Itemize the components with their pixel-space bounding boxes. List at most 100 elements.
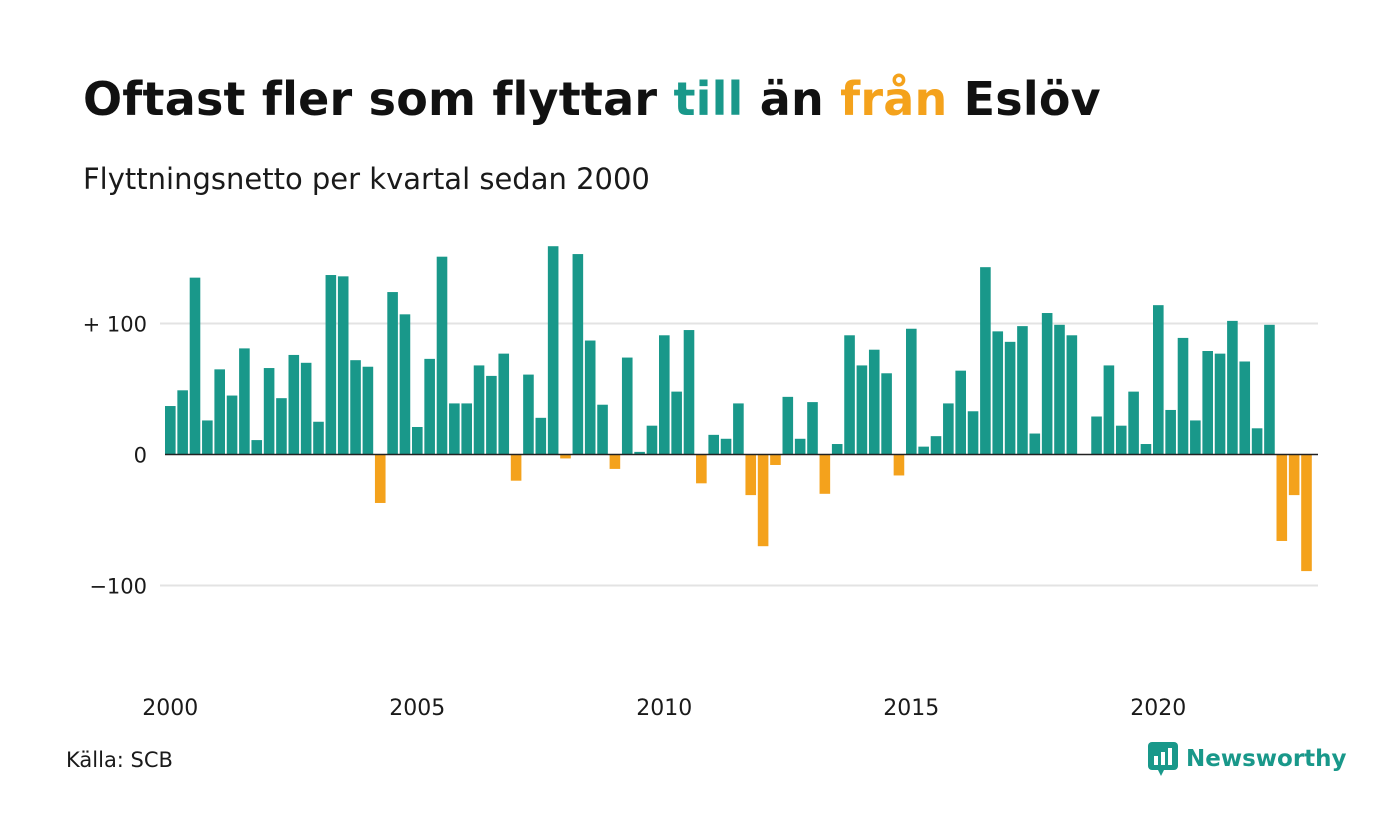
bar [424, 358, 435, 455]
bar [1029, 433, 1041, 455]
bar [1227, 320, 1238, 455]
bar [1128, 391, 1139, 455]
title-part-5: Eslöv [947, 72, 1101, 126]
bar [770, 454, 781, 465]
bar [621, 357, 633, 455]
bar [819, 454, 831, 494]
bar [980, 267, 991, 455]
bar [436, 256, 448, 455]
bar [498, 353, 510, 455]
newsworthy-logo-icon [1148, 742, 1178, 776]
x-tick-label: 2015 [883, 696, 939, 721]
y-tick-label: + 100 [83, 313, 147, 337]
bar [1115, 425, 1127, 455]
bar [646, 425, 658, 455]
bar [757, 454, 769, 547]
chart-subtitle: Flyttningsnetto per kvartal sedan 2000 [83, 162, 650, 196]
bar [930, 436, 942, 455]
bar [547, 246, 559, 455]
bar [350, 360, 361, 455]
bar [708, 434, 719, 455]
bar [1004, 341, 1016, 455]
bar [251, 440, 263, 455]
bar [362, 366, 374, 455]
bar [659, 335, 670, 455]
bar [165, 406, 176, 455]
bar [634, 451, 645, 455]
source-note: Källa: SCB [66, 748, 173, 772]
title-highlight-till: till [673, 72, 744, 126]
bar [1264, 324, 1275, 455]
bar [696, 454, 707, 484]
bar [1202, 351, 1213, 455]
bar [745, 454, 757, 496]
bar [189, 277, 201, 455]
bar [584, 340, 596, 455]
chart-title: Oftast fler som flyttar till än från Esl… [83, 72, 1101, 126]
bar [535, 417, 547, 455]
bar [597, 404, 608, 455]
bar [510, 454, 522, 481]
bar [671, 391, 682, 455]
bar [1276, 454, 1288, 541]
bar [263, 368, 275, 455]
bar [856, 365, 868, 455]
bar [967, 411, 979, 455]
bar [1091, 416, 1102, 455]
bar [337, 276, 349, 455]
bar [733, 403, 744, 455]
x-tick-label: 2000 [142, 696, 198, 721]
bar [300, 362, 312, 455]
bar [1066, 335, 1078, 455]
bar-chart: + 100 0 −100 2000 2005 2010 2015 2020 [83, 246, 1318, 721]
bar [399, 314, 411, 455]
brand-logo[interactable]: Newsworthy [1148, 742, 1347, 776]
bar [486, 375, 497, 455]
bar [177, 390, 188, 455]
bar [807, 402, 818, 455]
bar [449, 403, 460, 455]
bar [831, 444, 843, 455]
y-axis: + 100 0 −100 [83, 313, 147, 599]
bar [1239, 361, 1251, 455]
x-axis: 2000 2005 2010 2015 2020 [142, 696, 1186, 721]
bar [1177, 337, 1189, 455]
bar [943, 403, 954, 455]
x-tick-label: 2020 [1130, 696, 1186, 721]
x-tick-label: 2005 [389, 696, 445, 721]
bar [313, 421, 324, 455]
bar [992, 331, 1004, 455]
bar [720, 438, 732, 455]
bar [906, 328, 917, 455]
x-tick-label: 2010 [636, 696, 692, 721]
bar [288, 354, 300, 455]
bar [387, 292, 398, 455]
bar [1190, 420, 1201, 455]
bar [523, 374, 534, 455]
bar [782, 396, 794, 455]
bar [461, 403, 472, 455]
bar [473, 365, 485, 455]
bar [609, 454, 621, 469]
bar [1214, 353, 1226, 455]
bar [202, 420, 213, 455]
title-highlight-fran: från [840, 72, 948, 126]
bar [412, 426, 423, 455]
bar [881, 373, 892, 455]
bar [1103, 365, 1115, 455]
bar [1288, 454, 1300, 496]
brand-name: Newsworthy [1186, 746, 1347, 772]
title-part-1: Oftast fler som flyttar [83, 72, 674, 126]
bar [374, 454, 386, 503]
bar [683, 330, 695, 455]
bar [1041, 313, 1053, 455]
bar [1251, 428, 1263, 455]
title-part-3: än [743, 72, 841, 126]
bar [1165, 409, 1176, 455]
bar [572, 254, 584, 455]
bar [214, 369, 225, 455]
bar [955, 370, 966, 455]
bar [868, 349, 880, 455]
bar [1054, 324, 1065, 455]
bar [239, 348, 250, 455]
